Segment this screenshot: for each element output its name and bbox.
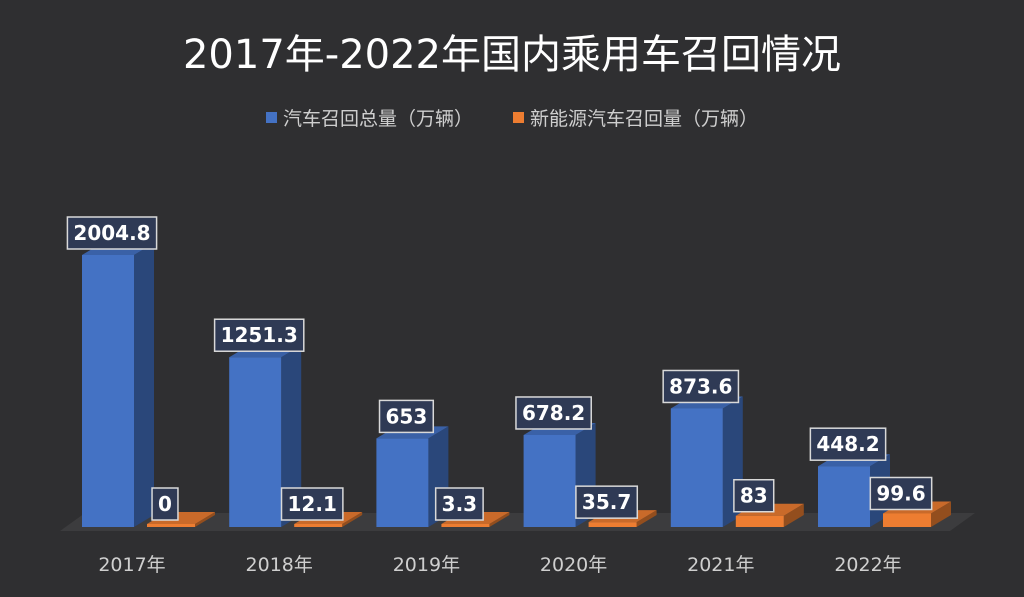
data-label-nev-0: 0 (158, 492, 172, 516)
data-label-nev-4: 83 (740, 484, 768, 508)
legend-item-total: 汽车召回总量（万辆） (265, 104, 473, 131)
bar-nev-3-side (636, 510, 657, 527)
bar-total-4 (670, 408, 723, 527)
data-label-nev-2-box (434, 487, 484, 521)
bar-nev-0 (147, 524, 195, 527)
legend-label-nev: 新能源汽车召回量（万辆） (530, 108, 759, 130)
data-label-nev-4-box (733, 478, 775, 513)
data-label-total-3: 678.2 (522, 401, 585, 425)
data-label-total-2-box (378, 399, 435, 434)
data-label-nev-5: 99.6 (876, 481, 925, 505)
data-label-nev-1: 12.1 (288, 492, 337, 516)
data-label-total-5: 448.2 (816, 432, 879, 456)
data-label-total-1-box (213, 318, 305, 352)
bar-nev-0-side (195, 512, 215, 527)
bar-total-0-side (134, 243, 154, 527)
bar-nev-5 (883, 513, 931, 527)
x-tick-label-0: 2017年 (98, 554, 165, 576)
bar-nev-1-side (342, 512, 363, 527)
chart-legend: 汽车召回总量（万辆） 新能源汽车召回量（万辆） (0, 104, 1024, 131)
data-label-total-0-box (66, 216, 158, 250)
data-label-total-4-box (662, 369, 740, 404)
x-tick-label-4: 2021年 (687, 554, 754, 576)
bar-nev-4 (735, 515, 784, 527)
data-label-nev-5-box (869, 476, 933, 511)
data-label-total-0: 2004.8 (73, 221, 150, 245)
chart-title: 2017年-2022年国内乘用车召回情况 (182, 32, 842, 78)
bar-total-0 (82, 255, 134, 527)
bar-nev-3 (588, 522, 637, 527)
data-label-total-4: 873.6 (669, 374, 732, 398)
bar-nev-4-side (783, 503, 804, 527)
x-tick-label-2: 2019年 (393, 554, 460, 576)
data-label-total-1: 1251.3 (221, 323, 298, 347)
data-label-nev-3-box (575, 485, 639, 519)
x-tick-label-1: 2018年 (246, 554, 313, 576)
x-tick-label-3: 2020年 (540, 554, 607, 576)
x-tick-label-5: 2022年 (834, 554, 901, 576)
data-label-nev-2: 3.3 (442, 492, 477, 516)
data-label-total-2: 653 (386, 404, 428, 428)
bar-nev-2 (441, 524, 490, 527)
bar-total-3 (523, 434, 576, 527)
data-label-nev-0-box (151, 487, 179, 521)
bar-nev-5-side (931, 501, 951, 527)
bar-total-5 (818, 466, 870, 527)
legend-item-nev: 新能源汽车召回量（万辆） (513, 104, 758, 131)
legend-swatch-total (265, 112, 277, 123)
bar-total-2 (376, 438, 429, 527)
data-label-total-3-box (515, 396, 592, 430)
data-label-nev-3: 35.7 (582, 490, 631, 514)
data-label-nev-1-box (280, 487, 344, 521)
bar-nev-2-side (489, 512, 510, 527)
bar-total-1 (229, 357, 282, 527)
bar-total-1-side (281, 345, 302, 527)
legend-swatch-nev (513, 112, 524, 123)
data-label-total-5-box (809, 427, 887, 461)
legend-label-total: 汽车召回总量（万辆） (282, 108, 473, 130)
bar-nev-1 (294, 524, 343, 527)
